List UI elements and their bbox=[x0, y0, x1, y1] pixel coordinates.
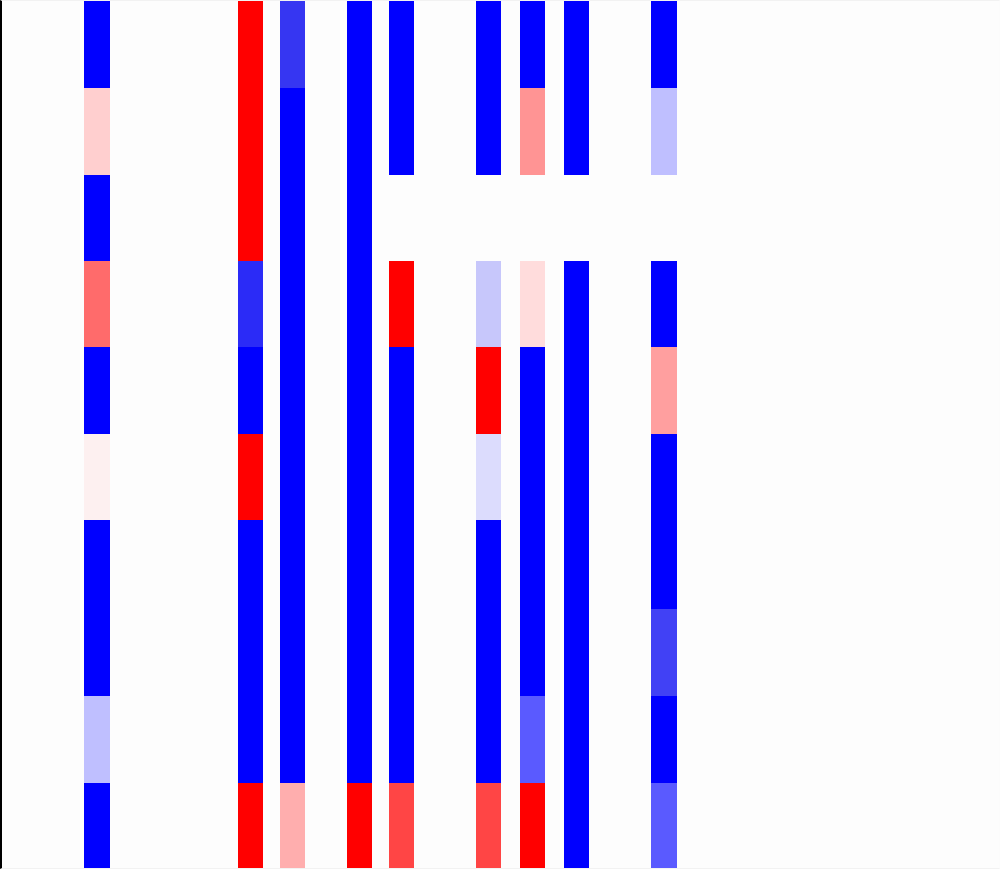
bar-segment bbox=[389, 261, 414, 347]
bar-column-c2 bbox=[238, 0, 263, 869]
bar-column-c9 bbox=[651, 0, 677, 869]
bar-column-c5 bbox=[389, 0, 414, 869]
bar-segment bbox=[84, 261, 110, 347]
bar-segment bbox=[347, 0, 372, 783]
bar-segment bbox=[389, 0, 414, 175]
bar-segment bbox=[651, 261, 677, 347]
bar-segment bbox=[520, 88, 545, 175]
bar-segment bbox=[651, 88, 677, 175]
bar-segment bbox=[651, 783, 677, 869]
bar-segment bbox=[389, 347, 414, 783]
bar-column-c8 bbox=[564, 0, 589, 869]
bar-segment bbox=[476, 261, 501, 347]
bar-segment bbox=[84, 175, 110, 261]
bar-segment bbox=[520, 347, 545, 696]
bar-segment bbox=[84, 88, 110, 175]
bar-column-c1 bbox=[84, 0, 110, 869]
bar-segment bbox=[520, 261, 545, 347]
bar-segment bbox=[476, 520, 501, 783]
bar-segment bbox=[238, 347, 263, 434]
bar-segment bbox=[347, 783, 372, 869]
bar-segment bbox=[476, 434, 501, 520]
bar-segment bbox=[238, 261, 263, 347]
bar-segment bbox=[564, 0, 589, 175]
bar-column-c6 bbox=[476, 0, 501, 869]
bar-column-c4 bbox=[347, 0, 372, 869]
bar-segment bbox=[280, 783, 305, 869]
bar-segment bbox=[389, 783, 414, 869]
bar-column-c3 bbox=[280, 0, 305, 869]
bar-segment bbox=[564, 261, 589, 869]
bar-segment bbox=[520, 696, 545, 783]
bar-segment bbox=[651, 609, 677, 696]
bar-column-c7 bbox=[520, 0, 545, 869]
bar-segment bbox=[238, 434, 263, 520]
bar-segment bbox=[651, 0, 677, 88]
bar-segment bbox=[520, 783, 545, 869]
bar-segment bbox=[476, 783, 501, 869]
bar-segment bbox=[651, 434, 677, 609]
bar-segment bbox=[84, 783, 110, 869]
bar-segment bbox=[84, 696, 110, 783]
bar-segment bbox=[651, 696, 677, 783]
bar-segment bbox=[238, 520, 263, 783]
bar-segment bbox=[280, 88, 305, 783]
bar-segment bbox=[520, 0, 545, 88]
bar-segment bbox=[476, 0, 501, 175]
bar-segment bbox=[280, 0, 305, 88]
bar-segment bbox=[84, 0, 110, 88]
bar-segment bbox=[238, 783, 263, 869]
bar-segment bbox=[84, 347, 110, 434]
bar-segment bbox=[651, 347, 677, 434]
bar-segment bbox=[84, 520, 110, 696]
bar-segment bbox=[476, 347, 501, 434]
bar-segment bbox=[84, 434, 110, 520]
bar-segment bbox=[238, 0, 263, 261]
